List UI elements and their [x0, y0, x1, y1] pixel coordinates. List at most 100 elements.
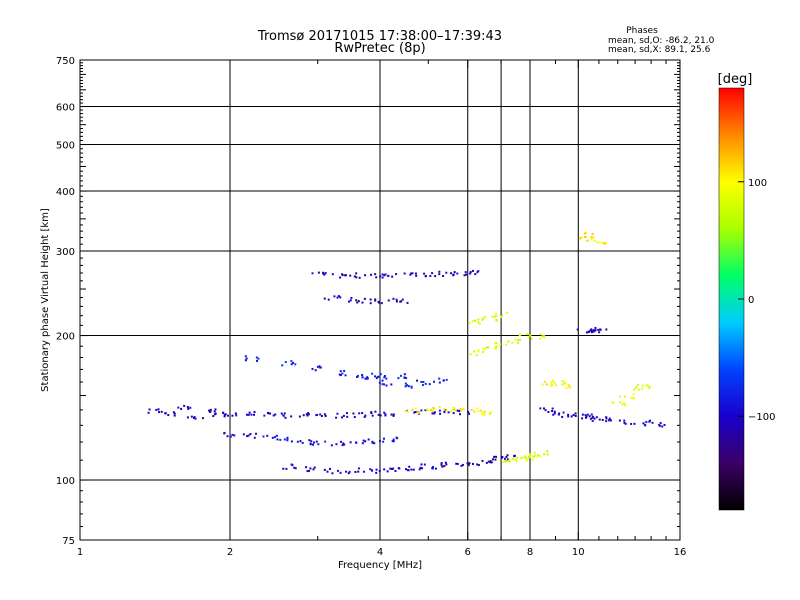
data-point	[318, 365, 321, 368]
data-point	[482, 351, 485, 354]
data-point	[586, 239, 589, 242]
data-point	[550, 381, 553, 384]
data-point	[298, 415, 301, 418]
data-point	[148, 408, 151, 411]
data-point	[410, 385, 413, 388]
data-point	[595, 416, 598, 419]
data-point	[194, 417, 197, 420]
data-point	[155, 408, 158, 411]
data-point	[373, 442, 376, 445]
data-point	[420, 380, 423, 383]
data-point	[508, 459, 511, 462]
data-point	[541, 335, 544, 338]
data-point	[376, 375, 379, 378]
data-point	[248, 411, 251, 414]
data-point	[201, 417, 204, 420]
data-point	[342, 442, 345, 445]
data-point	[567, 413, 570, 416]
data-point	[339, 440, 342, 443]
data-point	[544, 380, 547, 383]
data-point	[245, 357, 248, 360]
data-point	[425, 408, 428, 411]
data-point	[172, 411, 175, 414]
data-point	[344, 374, 347, 377]
data-point	[401, 298, 404, 301]
data-point	[494, 342, 497, 345]
data-point	[466, 462, 469, 465]
data-point	[395, 300, 398, 303]
data-point	[389, 467, 392, 470]
data-point	[623, 419, 626, 422]
data-point	[378, 381, 381, 384]
data-point	[585, 415, 588, 418]
data-point	[624, 422, 627, 425]
data-point	[592, 329, 595, 332]
data-point	[410, 468, 413, 471]
data-point	[193, 416, 196, 419]
data-point	[459, 407, 462, 410]
data-point	[453, 409, 456, 412]
data-point	[469, 271, 472, 274]
data-point	[383, 468, 386, 471]
data-point	[632, 393, 635, 396]
data-point	[324, 272, 327, 275]
data-point	[384, 414, 387, 417]
data-point	[242, 433, 245, 436]
data-point	[173, 414, 176, 417]
data-point	[283, 438, 286, 441]
data-point	[477, 410, 480, 413]
data-point	[187, 407, 190, 410]
data-point	[592, 236, 595, 239]
data-point	[431, 467, 434, 470]
data-point	[453, 406, 456, 409]
data-point	[344, 274, 347, 277]
data-point	[302, 414, 305, 417]
data-point	[263, 414, 266, 417]
data-point	[490, 461, 493, 464]
data-point	[447, 411, 450, 414]
data-point	[330, 444, 333, 447]
data-point	[190, 415, 193, 418]
data-point	[214, 412, 217, 415]
data-point	[363, 297, 366, 300]
data-point	[618, 395, 621, 398]
data-point	[317, 271, 320, 274]
data-point	[589, 329, 592, 332]
data-point	[574, 412, 577, 415]
data-point	[541, 383, 544, 386]
data-point	[648, 387, 651, 390]
data-point	[383, 383, 386, 386]
data-point	[374, 410, 377, 413]
data-point	[552, 413, 555, 416]
data-point	[411, 272, 414, 275]
data-point	[591, 232, 594, 235]
y-tick-label: 600	[56, 103, 75, 114]
data-point	[515, 459, 518, 462]
data-point	[378, 440, 381, 443]
data-point	[603, 242, 606, 245]
data-point	[506, 454, 509, 457]
data-point	[357, 300, 360, 303]
data-point	[164, 412, 167, 415]
data-point	[551, 407, 554, 410]
data-point	[476, 271, 479, 274]
data-point	[441, 465, 444, 468]
data-point	[514, 458, 517, 461]
x-tick-label: 2	[227, 547, 233, 558]
data-point	[648, 420, 651, 423]
data-point	[623, 402, 626, 405]
data-point	[561, 415, 564, 418]
data-point	[546, 453, 549, 456]
data-point	[461, 463, 464, 466]
data-point	[189, 406, 192, 409]
data-point	[390, 383, 393, 386]
data-point	[455, 462, 458, 465]
data-point	[415, 379, 418, 382]
data-point	[311, 272, 314, 275]
data-point	[596, 241, 599, 244]
data-point	[399, 374, 402, 377]
y-tick-label: 500	[56, 141, 75, 152]
data-point	[283, 412, 286, 415]
data-point	[502, 461, 505, 464]
data-point	[632, 397, 635, 400]
